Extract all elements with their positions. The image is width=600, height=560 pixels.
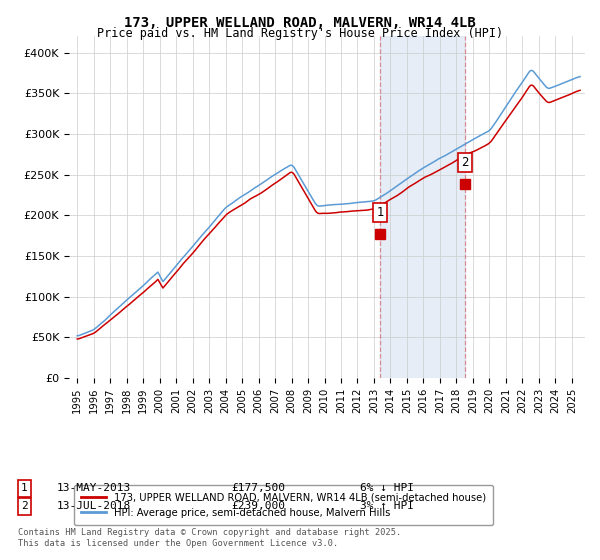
Text: 6% ↓ HPI: 6% ↓ HPI bbox=[360, 483, 414, 493]
Text: 173, UPPER WELLAND ROAD, MALVERN, WR14 4LB: 173, UPPER WELLAND ROAD, MALVERN, WR14 4… bbox=[124, 16, 476, 30]
Text: 2: 2 bbox=[461, 156, 469, 169]
Text: Price paid vs. HM Land Registry's House Price Index (HPI): Price paid vs. HM Land Registry's House … bbox=[97, 27, 503, 40]
Text: 1: 1 bbox=[21, 483, 28, 493]
Text: 13-MAY-2013: 13-MAY-2013 bbox=[57, 483, 131, 493]
Text: 2: 2 bbox=[21, 501, 28, 511]
Legend: 173, UPPER WELLAND ROAD, MALVERN, WR14 4LB (semi-detached house), HPI: Average p: 173, UPPER WELLAND ROAD, MALVERN, WR14 4… bbox=[74, 486, 493, 525]
Text: 1: 1 bbox=[376, 206, 384, 219]
Text: £177,500: £177,500 bbox=[231, 483, 285, 493]
Text: Contains HM Land Registry data © Crown copyright and database right 2025.
This d: Contains HM Land Registry data © Crown c… bbox=[18, 528, 401, 548]
Bar bbox=[380, 36, 466, 378]
Text: 3% ↑ HPI: 3% ↑ HPI bbox=[360, 501, 414, 511]
Text: £239,000: £239,000 bbox=[231, 501, 285, 511]
Text: 13-JUL-2018: 13-JUL-2018 bbox=[57, 501, 131, 511]
